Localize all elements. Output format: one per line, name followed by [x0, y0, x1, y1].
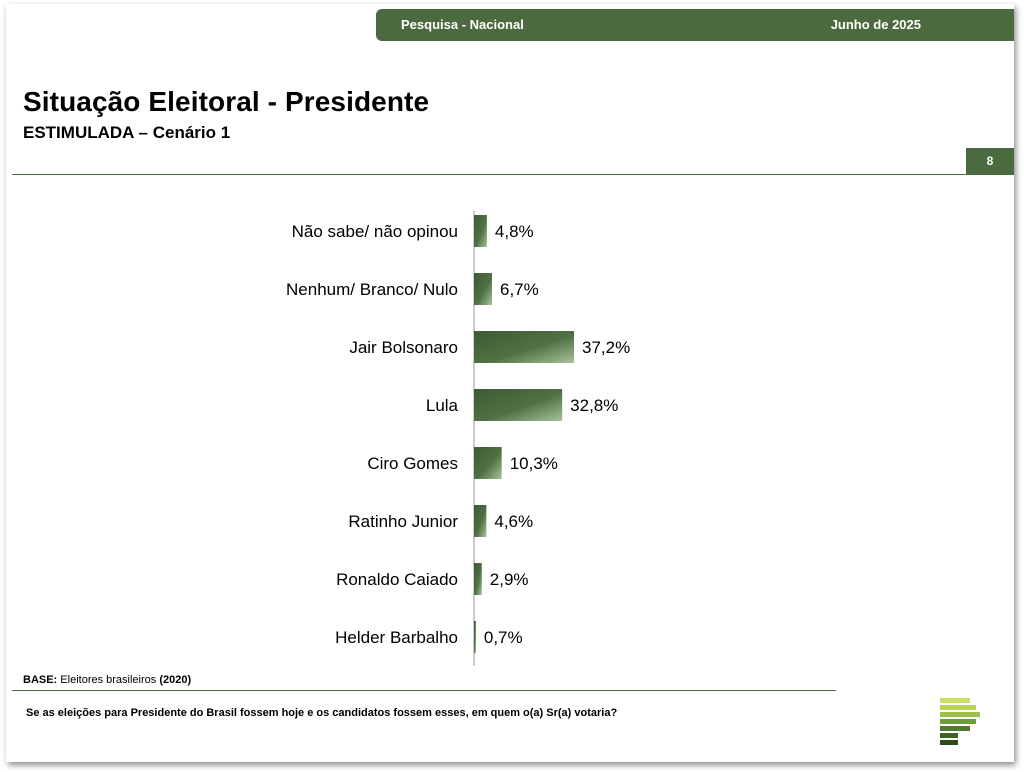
bar — [474, 389, 562, 421]
value-label: 10,3% — [510, 454, 558, 473]
value-label: 0,7% — [484, 628, 523, 647]
category-label: Lula — [426, 396, 459, 415]
bar — [474, 331, 574, 363]
bar — [474, 215, 487, 247]
category-label: Ronaldo Caiado — [336, 570, 458, 589]
bar — [474, 505, 486, 537]
value-label: 4,8% — [495, 222, 534, 241]
bar — [474, 621, 476, 653]
category-label: Ratinho Junior — [348, 512, 458, 531]
category-label: Jair Bolsonaro — [349, 338, 458, 357]
base-text: Eleitores brasileiros — [60, 674, 156, 686]
category-label: Nenhum/ Branco/ Nulo — [286, 280, 458, 299]
value-label: 2,9% — [490, 570, 529, 589]
category-label: Ciro Gomes — [367, 454, 458, 473]
bar-chart: Não sabe/ não opinou 4,8% Nenhum/ Branco/ … — [6, 4, 1014, 684]
footer-divider — [12, 690, 836, 691]
value-label: 4,6% — [494, 512, 533, 531]
value-label: 37,2% — [582, 338, 630, 357]
slide: Pesquisa - Nacional Junho de 2025 Situaç… — [6, 4, 1014, 762]
bar — [474, 563, 482, 595]
base-label: BASE: — [23, 674, 57, 686]
value-label: 6,7% — [500, 280, 539, 299]
survey-question: Se as eleições para Presidente do Brasil… — [26, 707, 617, 719]
base-count: (2020) — [159, 674, 191, 686]
bar — [474, 273, 492, 305]
category-label: Não sabe/ não opinou — [292, 222, 458, 241]
category-label: Helder Barbalho — [335, 628, 458, 647]
base-note: BASE: Eleitores brasileiros (2020) — [23, 674, 191, 686]
value-label: 32,8% — [570, 396, 618, 415]
bar — [474, 447, 502, 479]
logo-icon — [940, 698, 984, 750]
